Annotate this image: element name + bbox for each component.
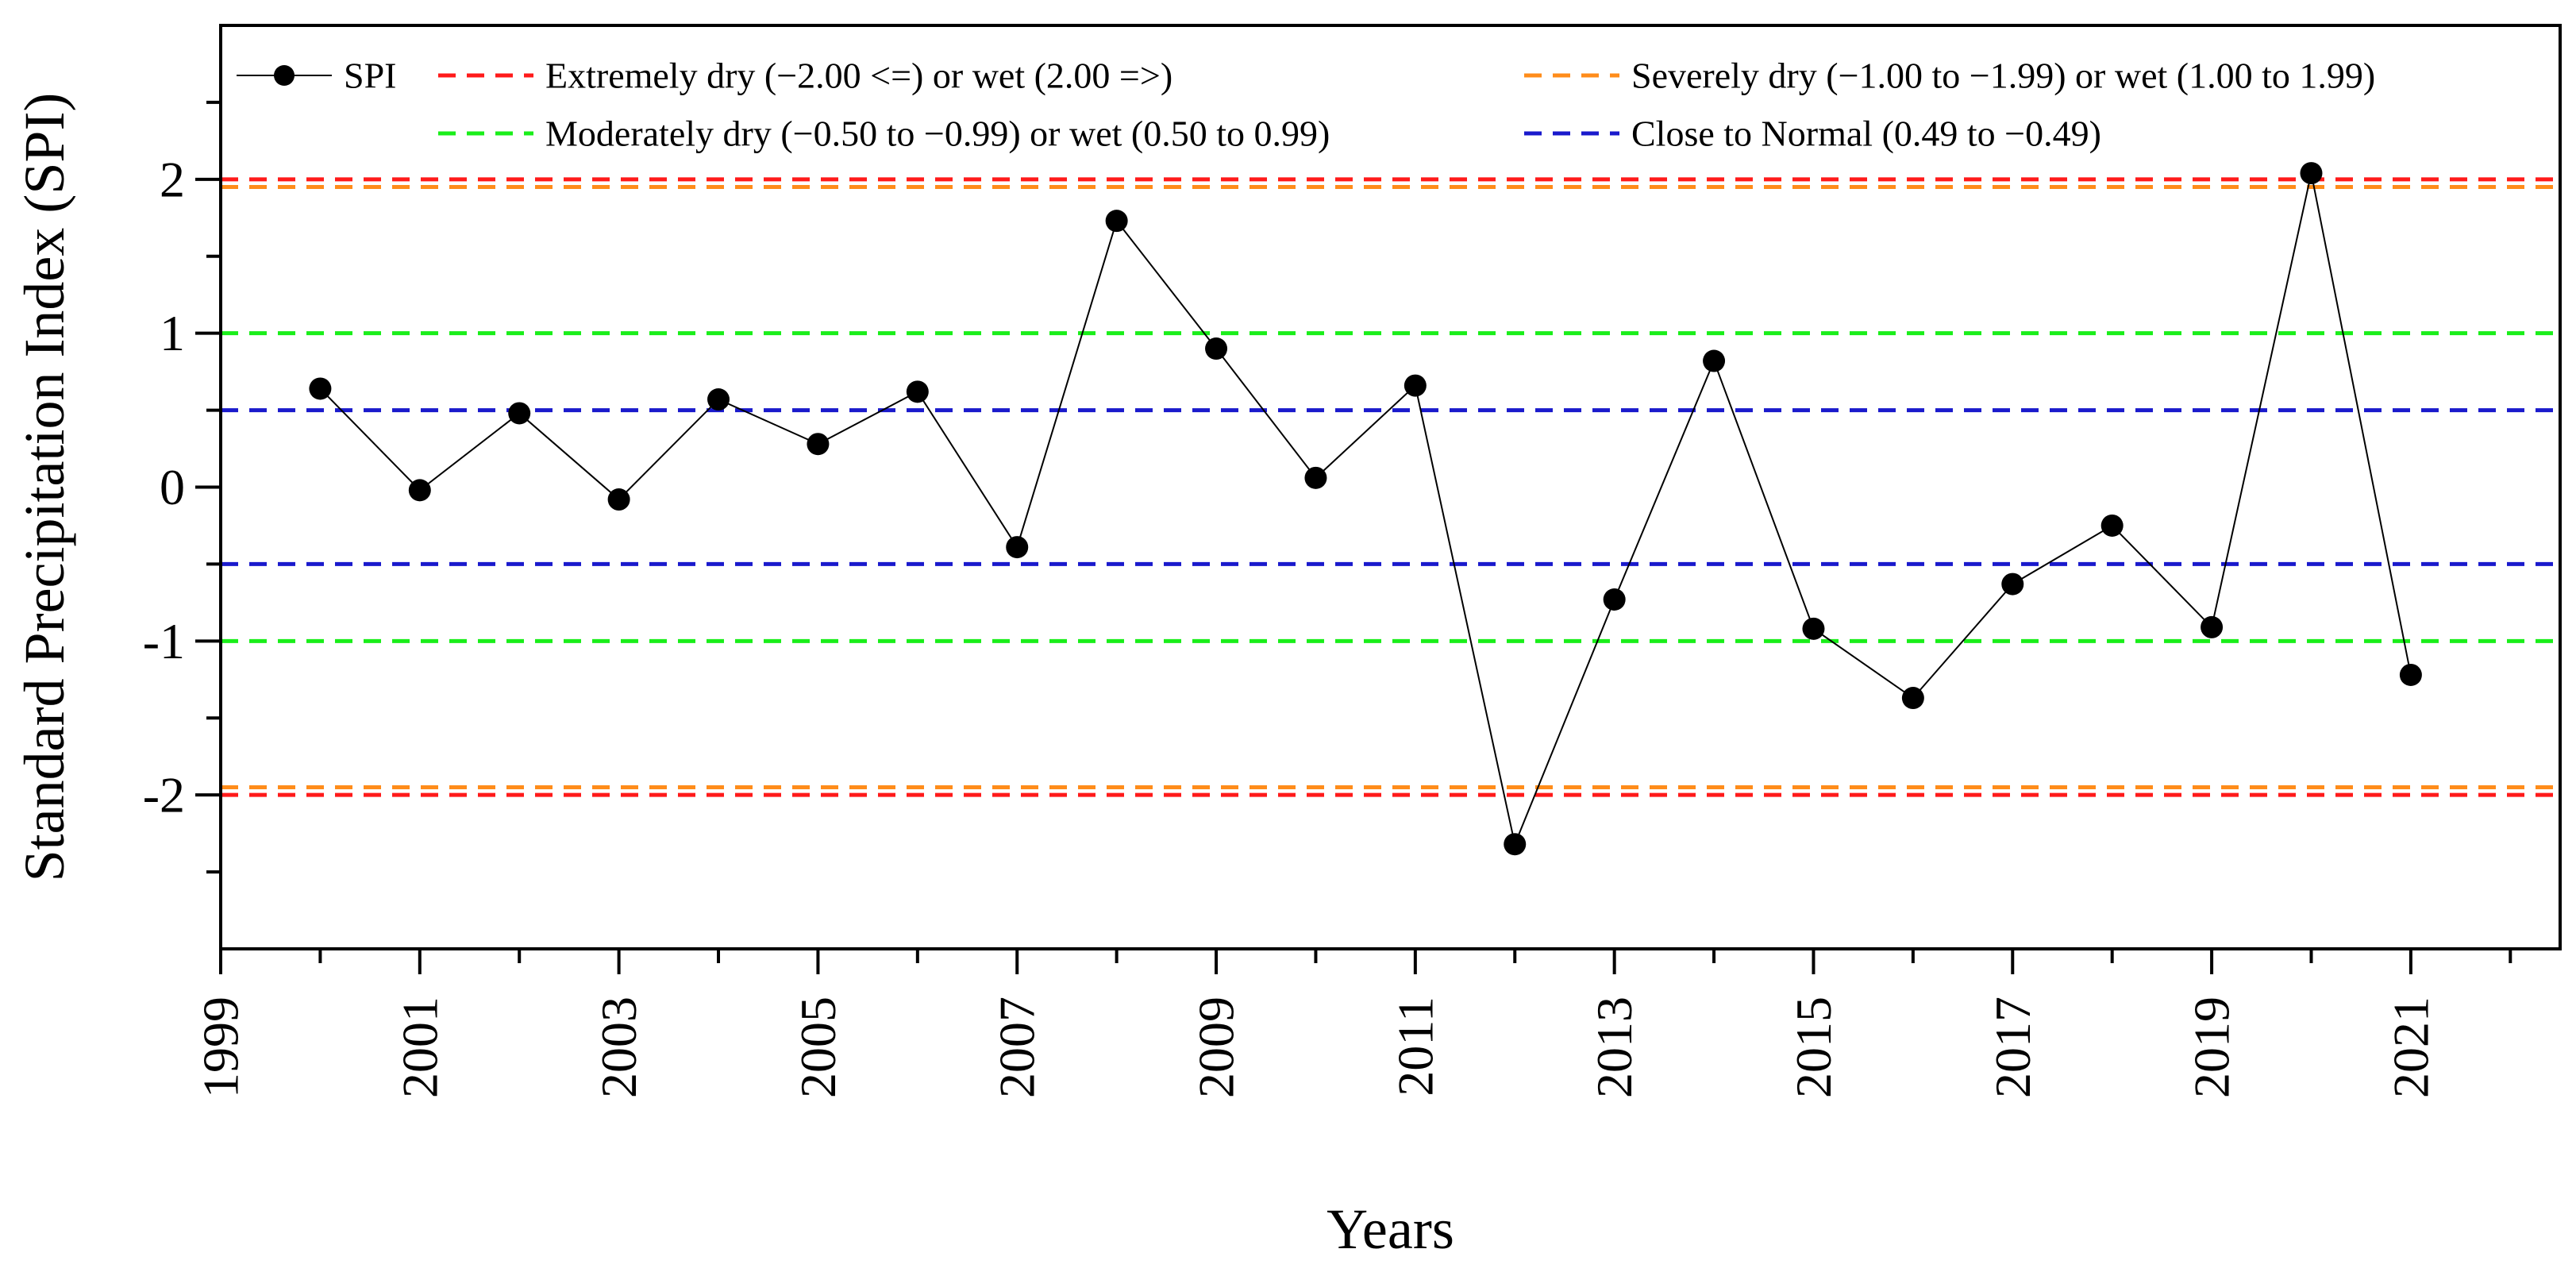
x-tick-label: 2015 (1785, 997, 1842, 1098)
x-tick-label: 2017 (1985, 997, 2041, 1098)
x-tick-label: 2003 (591, 997, 647, 1098)
x-tick-label: 1999 (193, 997, 249, 1098)
data-point-2007 (1006, 536, 1029, 559)
reference-lines (221, 177, 2560, 797)
y-axis-title: Standard Precipitation Index (SPI) (13, 93, 76, 882)
data-point-2020 (2300, 162, 2323, 185)
x-tick-label: 2009 (1188, 997, 1245, 1098)
data-point-2011 (1404, 374, 1427, 397)
data-point-2005 (807, 433, 830, 456)
legend-label-0: Extremely dry (−2.00 <=) or wet (2.00 =>… (545, 56, 1172, 96)
y-tick-label: -2 (143, 767, 185, 823)
legend-label-2: Moderately dry (−0.50 to −0.99) or wet (… (545, 114, 1330, 154)
plot-frame (219, 24, 2562, 950)
spi-series (309, 162, 2422, 856)
y-axis: 2 1 0 -1 -2 (143, 100, 221, 874)
data-point-2001 (408, 479, 431, 502)
y-tick-label: -1 (143, 613, 185, 669)
legend-label-spi: SPI (344, 56, 396, 96)
data-point-2012 (1504, 833, 1527, 856)
data-point-2010 (1304, 466, 1327, 489)
data-point-2019 (2201, 615, 2224, 638)
y-tick-label: 2 (160, 151, 185, 207)
x-axis-title: Years (1327, 1197, 1454, 1261)
data-point-2004 (707, 388, 730, 411)
data-point-2003 (607, 488, 630, 511)
legend-label-3: Close to Normal (0.49 to −0.49) (1631, 114, 2101, 154)
data-point-2000 (309, 377, 332, 400)
data-point-2009 (1205, 337, 1228, 360)
legend-label-1: Severely dry (−1.00 to −1.99) or wet (1.… (1631, 56, 2375, 96)
x-tick-label: 2019 (2184, 997, 2240, 1098)
x-tick-label: 2001 (391, 997, 448, 1098)
y-tick-label: 1 (160, 305, 185, 361)
data-point-2013 (1603, 588, 1626, 611)
data-point-2008 (1105, 210, 1128, 233)
legend-marker-spi (274, 65, 295, 86)
y-tick-label: 0 (160, 459, 185, 515)
x-tick-label: 2021 (2382, 997, 2439, 1098)
x-tick-label: 2005 (790, 997, 846, 1098)
data-point-2017 (2001, 572, 2024, 596)
data-point-2018 (2100, 514, 2124, 537)
legend: SPI Extremely dry (−2.00 <=) or wet (2.00… (237, 56, 2375, 154)
series-line-0 (319, 172, 2412, 847)
data-point-2016 (1901, 687, 1924, 710)
data-point-2015 (1802, 617, 1825, 640)
x-tick-label: 2007 (989, 997, 1045, 1098)
data-point-2002 (508, 402, 531, 425)
x-axis: 1999 2001 2003 2005 2007 2009 2011 2013 2015 2017… (193, 949, 2512, 1098)
data-point-2021 (2399, 663, 2422, 686)
x-tick-label: 2013 (1586, 997, 1642, 1098)
data-point-2006 (906, 380, 929, 403)
x-tick-label: 2011 (1387, 997, 1443, 1097)
data-point-2014 (1703, 349, 1726, 372)
